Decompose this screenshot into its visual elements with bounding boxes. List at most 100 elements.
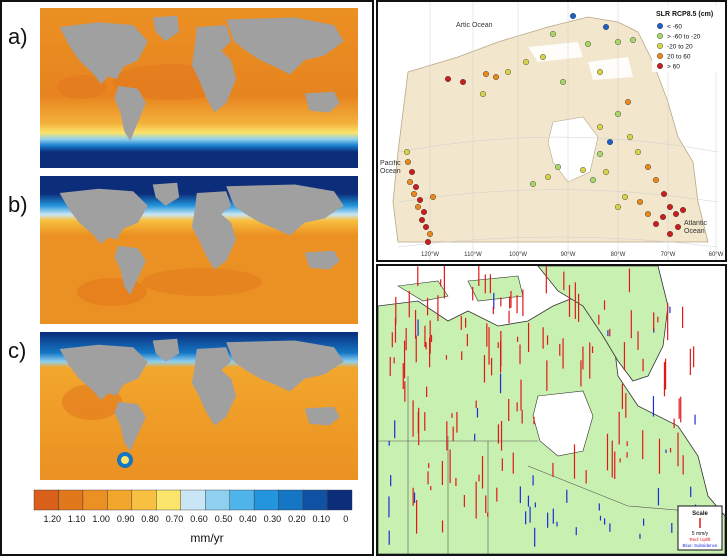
- slr-station-marker: [482, 70, 489, 77]
- colorbar-tick-label: 0.50: [215, 514, 233, 524]
- slr-station-marker: [667, 203, 674, 210]
- slr-station-marker: [427, 230, 434, 237]
- colorbar-tick-label: 1.10: [68, 514, 86, 524]
- slr-station-marker: [409, 168, 416, 175]
- colorbar-tick-label: 1.20: [43, 514, 61, 524]
- slr-station-marker: [680, 206, 687, 213]
- vertical-motion-svg: Scale 5 mm/y Red: Uplift Blue: Subsidenc…: [378, 266, 725, 554]
- arctic-ocean-label: Artic Ocean: [456, 22, 493, 29]
- slr-station-marker: [479, 90, 486, 97]
- map-a: a): [8, 8, 358, 168]
- slr-station-marker: [584, 41, 591, 48]
- legend-item-label: > 60: [667, 64, 680, 71]
- colorbar-segment: [82, 489, 108, 511]
- colorbar-segment: [229, 489, 255, 511]
- legend-swatch: [657, 63, 664, 70]
- slr-station-marker: [660, 213, 667, 220]
- slr-station-marker: [629, 37, 636, 44]
- canada-slr-svg: Artic Ocean Pacific Ocean Atlantic Ocean…: [378, 2, 725, 260]
- slr-station-marker: [675, 223, 682, 230]
- greenland-land: [537, 266, 669, 382]
- longitude-label: 60°W: [709, 252, 724, 258]
- longitude-labels: 120°W 110°W 100°W 90°W 80°W 70°W 60°W: [421, 252, 724, 258]
- slr-station-marker: [459, 78, 466, 85]
- slr-station-marker: [614, 39, 621, 46]
- slr-station-marker: [539, 54, 546, 61]
- legend-swatch: [657, 33, 664, 40]
- slr-station-marker: [405, 158, 412, 165]
- slr-station-marker: [413, 183, 420, 190]
- slr-station-marker: [661, 190, 668, 197]
- colorbar-segment: [156, 489, 181, 511]
- slr-station-marker: [522, 59, 529, 66]
- scale-uplift-label: Red: Uplift: [689, 537, 711, 542]
- scale-subsidence-label: Blue: Subsidence: [682, 543, 718, 548]
- colorbar-tick-label: 0: [343, 514, 348, 524]
- slr-station-marker: [673, 210, 680, 217]
- global-maps-svg: a) b) c) 1.20 1.10 1.00 0.90 0.80 0.70 0.60 0.5…: [8, 8, 358, 545]
- slr-station-marker: [614, 110, 621, 117]
- colorbar-tick-label: 0.10: [313, 514, 331, 524]
- slr-station-marker: [653, 176, 660, 183]
- colorbar-segment: [205, 489, 230, 511]
- longitude-label: 70°W: [661, 252, 676, 258]
- slr-station-marker: [529, 180, 536, 187]
- longitude-label: 110°W: [464, 252, 482, 258]
- vertical-motion-map-panel: Scale 5 mm/y Red: Uplift Blue: Subsidenc…: [376, 264, 727, 556]
- slr-station-marker: [635, 148, 642, 155]
- slr-station-marker: [492, 73, 499, 80]
- canada-slr-map-panel: Artic Ocean Pacific Ocean Atlantic Ocean…: [376, 0, 727, 262]
- global-slr-maps-panel: a) b) c) 1.20 1.10 1.00 0.90 0.80 0.70 0.60 0.5…: [0, 0, 374, 556]
- slr-points: [404, 12, 687, 245]
- slr-station-marker: [415, 203, 422, 210]
- scale-value: 5 mm/y: [692, 531, 709, 537]
- slr-legend: SLR RCP8.5 (cm) < -60 > -60 to -20 -20 to …: [652, 6, 722, 72]
- colorbar-segment: [302, 489, 328, 511]
- colorbar-tick-label: 0.20: [288, 514, 306, 524]
- atlantic-ocean-label: Atlantic Ocean: [684, 220, 707, 235]
- motion-bars: [388, 266, 699, 547]
- slr-station-marker: [589, 176, 596, 183]
- colorbar-segment: [327, 489, 353, 511]
- slr-station-marker: [624, 98, 631, 105]
- slr-station-marker: [549, 31, 556, 38]
- slr-station-marker: [667, 230, 674, 237]
- slr-station-marker: [407, 178, 414, 185]
- slr-station-marker: [596, 68, 603, 75]
- slr-station-marker: [411, 190, 418, 197]
- colorbar-segment: [58, 489, 84, 511]
- colorbar-tick-label: 0.90: [117, 514, 135, 524]
- legend-item-label: < -60: [667, 24, 682, 31]
- map-b: b): [8, 176, 358, 324]
- colorbar: 1.20 1.10 1.00 0.90 0.80 0.70 0.60 0.50 0.40 0.30…: [33, 489, 353, 524]
- legend-item-label: 20 to 60: [667, 54, 691, 61]
- slr-station-marker: [544, 173, 551, 180]
- slr-station-marker: [653, 220, 660, 227]
- colorbar-tick-label: 0.30: [264, 514, 282, 524]
- colorbar-tick-label: 1.00: [92, 514, 110, 524]
- longitude-label: 90°W: [561, 252, 576, 258]
- slr-station-marker: [430, 193, 437, 200]
- slr-station-marker: [596, 123, 603, 130]
- map-c: c): [8, 332, 358, 480]
- slr-station-marker: [554, 163, 561, 170]
- colorbar-tick-label: 0.70: [166, 514, 184, 524]
- scale-box: Scale 5 mm/y Red: Uplift Blue: Subsidenc…: [677, 505, 723, 551]
- slr-station-marker: [569, 12, 576, 19]
- slr-station-marker: [602, 24, 609, 31]
- legend-swatch: [657, 23, 664, 30]
- slr-station-marker: [621, 193, 628, 200]
- longitude-label: 120°W: [421, 252, 439, 258]
- graticule: [397, 2, 719, 260]
- slr-station-marker: [504, 68, 511, 75]
- map-a-label: a): [8, 24, 28, 49]
- slr-station-marker: [417, 196, 424, 203]
- scale-title: Scale: [692, 511, 708, 517]
- legend-title: SLR RCP8.5 (cm): [656, 11, 713, 18]
- slr-station-marker: [421, 208, 428, 215]
- slr-station-marker: [419, 216, 426, 223]
- colorbar-segment: [33, 489, 59, 511]
- slr-station-marker: [444, 75, 451, 82]
- legend-item-label: -20 to 20: [667, 44, 693, 51]
- pacific-ocean-label: Pacific Ocean: [380, 160, 401, 175]
